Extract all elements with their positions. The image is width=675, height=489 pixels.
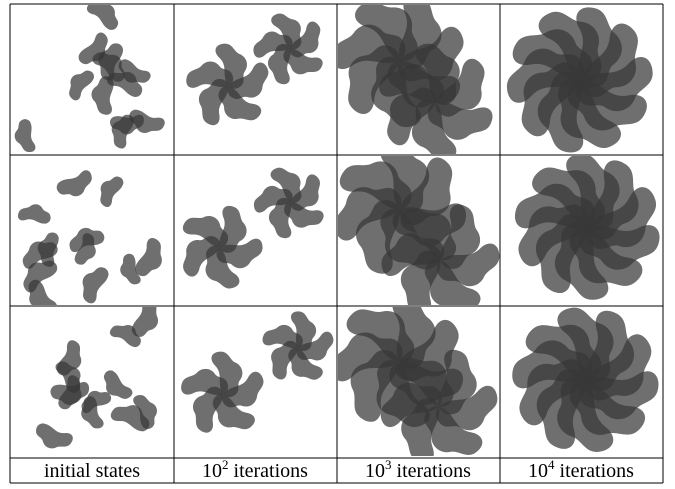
column-label: initial states (44, 460, 140, 482)
figure: initial states 102iterations 103iteratio… (0, 0, 675, 489)
